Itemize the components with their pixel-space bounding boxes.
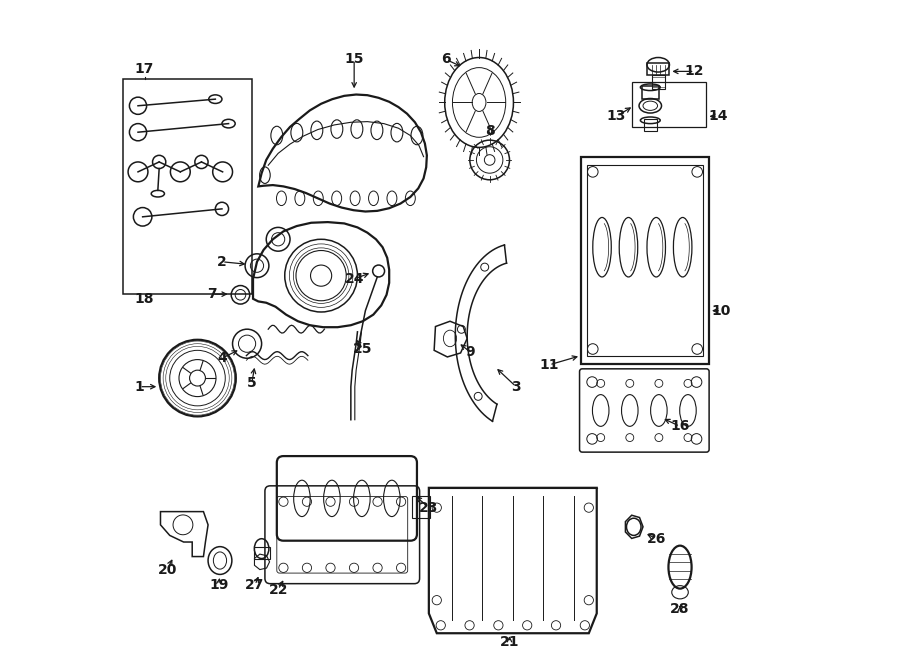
Text: 13: 13: [607, 109, 626, 124]
Text: 22: 22: [268, 582, 288, 597]
Text: 10: 10: [711, 303, 731, 318]
Text: 1: 1: [134, 379, 144, 394]
Text: 17: 17: [135, 62, 154, 77]
Text: 7: 7: [207, 287, 217, 301]
Text: 11: 11: [539, 358, 559, 372]
Text: 9: 9: [465, 344, 474, 359]
Text: 8: 8: [485, 124, 495, 138]
Text: 16: 16: [670, 419, 689, 434]
Text: 21: 21: [500, 635, 519, 650]
Text: 14: 14: [708, 109, 727, 124]
Text: 18: 18: [135, 292, 155, 307]
Bar: [633, 82, 706, 127]
Text: 20: 20: [158, 563, 176, 577]
Text: 25: 25: [353, 342, 373, 356]
Text: 2: 2: [217, 254, 227, 269]
Bar: [647, 63, 670, 75]
Bar: [642, 86, 659, 99]
Bar: [580, 157, 709, 364]
Bar: [122, 79, 252, 294]
Text: 6: 6: [441, 52, 451, 67]
Text: 15: 15: [345, 52, 364, 67]
Text: 26: 26: [646, 531, 666, 546]
Text: 5: 5: [247, 376, 256, 391]
Bar: [254, 547, 269, 559]
Bar: [411, 496, 430, 518]
Bar: [652, 75, 665, 89]
Bar: [588, 165, 703, 356]
Text: 3: 3: [511, 379, 521, 394]
Text: 24: 24: [345, 272, 364, 286]
Text: 12: 12: [685, 64, 705, 79]
Text: 28: 28: [670, 602, 689, 617]
Text: 19: 19: [209, 578, 229, 592]
Text: 23: 23: [419, 500, 438, 515]
Text: 4: 4: [217, 351, 227, 366]
Bar: [644, 119, 657, 131]
Text: 27: 27: [246, 578, 265, 592]
